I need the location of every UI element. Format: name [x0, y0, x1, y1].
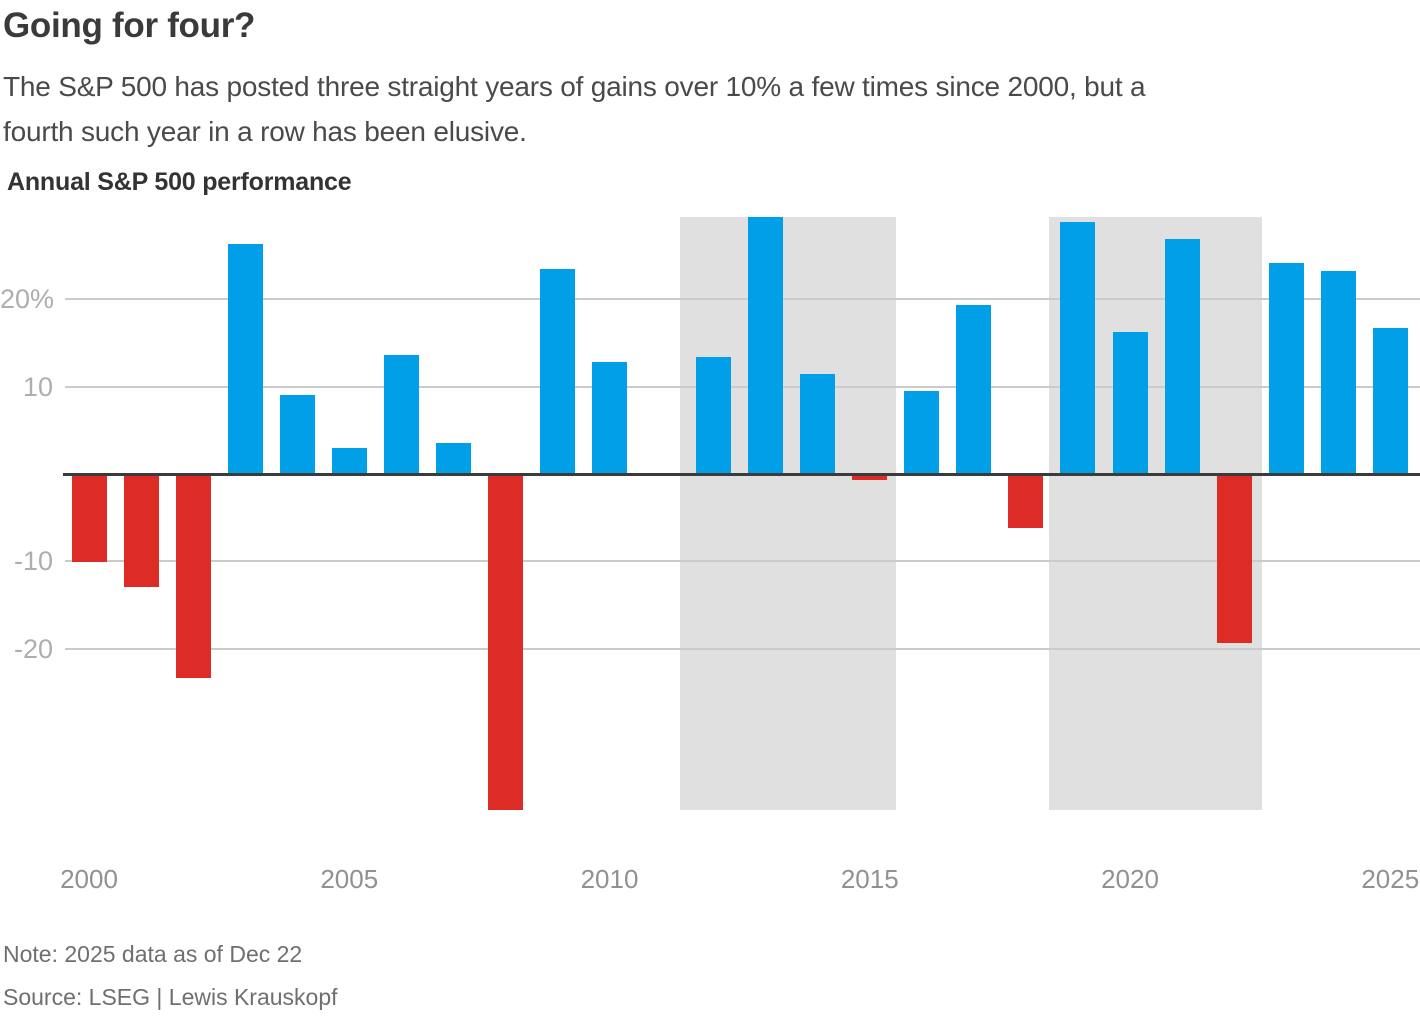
x-tick-label-2000: 2000 — [60, 864, 118, 894]
bar-2004 — [279, 395, 315, 474]
x-tick-label-2020: 2020 — [1101, 864, 1159, 894]
bar-2014 — [800, 374, 836, 474]
chart-subtitle: The S&P 500 has posted three straight ye… — [3, 64, 1146, 154]
chart-subtitle-line-2: fourth such year in a row has been elusi… — [3, 116, 527, 147]
x-tick-label-2005: 2005 — [320, 864, 379, 894]
y-tick-label--20: -20 — [13, 633, 53, 664]
y-tick-label-20: 20% — [0, 284, 55, 315]
bar-2003 — [227, 243, 263, 474]
chart-title: Going for four? — [3, 6, 256, 45]
y-tick-label--10: -10 — [13, 546, 53, 577]
bar-2021 — [1164, 239, 1200, 474]
x-tick-label-2015: 2015 — [840, 864, 899, 894]
note: Note: 2025 data as of Dec 22 — [3, 941, 303, 967]
bar-2016 — [904, 391, 940, 474]
x-tick-label-2025: 2025 — [1361, 864, 1420, 894]
x-tick-label-2010: 2010 — [580, 864, 639, 894]
bar-2001 — [123, 474, 159, 588]
chart-axis-title: Annual S&P 500 performance — [7, 168, 352, 196]
chart-subtitle-line-1: The S&P 500 has posted three straight ye… — [3, 71, 1146, 102]
highlight-region-2012-2015 — [680, 217, 896, 810]
bar-2018 — [1008, 474, 1044, 529]
zero-baseline — [63, 473, 1420, 476]
bar-2017 — [956, 304, 992, 474]
bar-2006 — [383, 355, 419, 474]
gridline--20 — [65, 647, 1420, 650]
bar-2010 — [592, 362, 627, 474]
bar-2012 — [696, 357, 732, 474]
bar-2002 — [175, 474, 211, 679]
bar-2007 — [435, 443, 471, 474]
bar-2025 — [1372, 328, 1408, 474]
bar-2008 — [487, 474, 523, 810]
bar-2022 — [1216, 474, 1252, 644]
bar-2020 — [1112, 331, 1148, 474]
bar-2005 — [331, 447, 367, 474]
gridline-20 — [65, 298, 1420, 301]
y-tick-label-10: 10 — [22, 371, 53, 402]
bar-2019 — [1060, 221, 1096, 474]
bar-2023 — [1268, 262, 1304, 474]
bar-2013 — [748, 217, 784, 474]
gridline--10 — [65, 560, 1420, 563]
bar-2000 — [71, 474, 107, 563]
gridline-10 — [65, 385, 1420, 388]
bar-2009 — [539, 268, 575, 474]
source: Source: LSEG | Lewis Krauskopf — [3, 984, 338, 1010]
bar-2024 — [1320, 270, 1356, 474]
bar-2015 — [852, 474, 888, 481]
